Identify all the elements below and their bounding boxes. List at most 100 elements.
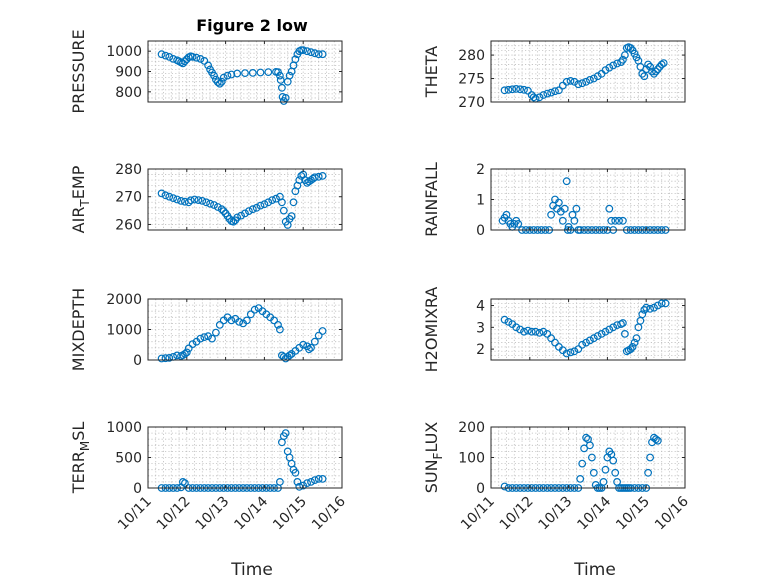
data-point <box>182 348 191 357</box>
data-point <box>626 345 635 354</box>
data-point <box>547 334 555 343</box>
data-point <box>299 340 308 349</box>
data-point <box>520 327 528 336</box>
data-point <box>508 85 517 94</box>
data-point <box>640 72 649 81</box>
y-tick-label: 1000 <box>106 44 142 60</box>
y-axis-label: AIRTEMP <box>69 165 92 233</box>
data-point <box>574 345 583 354</box>
data-point <box>299 46 308 54</box>
subplot-theta: 270 275 280 THETA <box>422 40 686 111</box>
data-point <box>500 482 509 491</box>
data-point <box>572 204 581 213</box>
data-point <box>582 338 590 347</box>
data-point <box>605 63 614 72</box>
data-point <box>628 343 637 351</box>
data-point <box>653 436 662 445</box>
data-point <box>223 71 232 80</box>
data-point <box>318 327 327 335</box>
data-point <box>157 189 166 198</box>
data-point <box>293 478 302 486</box>
data-point <box>653 65 662 74</box>
data-point <box>299 481 308 490</box>
data-point <box>566 76 575 85</box>
data-point <box>190 195 199 204</box>
data-point <box>233 69 242 78</box>
plot-area <box>148 41 342 102</box>
data-point <box>650 69 658 78</box>
data-point <box>244 207 253 216</box>
data-point <box>165 53 174 61</box>
data-point <box>514 219 523 228</box>
y-axis-label: MIXDEPTH <box>69 288 88 371</box>
data-point <box>661 299 670 308</box>
data-point <box>582 433 590 442</box>
data-point <box>619 216 627 225</box>
y-axis-label-rest: EMP <box>69 165 88 199</box>
data-point <box>248 68 257 77</box>
data-point <box>310 337 319 346</box>
data-point <box>516 85 524 94</box>
data-point <box>609 61 618 70</box>
x-tick-label: 10/13 <box>193 494 233 534</box>
y-tick-label: 1 <box>476 193 485 209</box>
plot-area <box>148 299 342 360</box>
data-point <box>188 53 197 61</box>
x-axis-label-right: Time <box>573 560 616 580</box>
data-point <box>173 351 182 360</box>
plot-area <box>148 427 342 488</box>
x-tick-label: 10/12 <box>154 494 194 534</box>
y-tick-label: 0 <box>476 223 485 239</box>
data-point <box>524 326 532 335</box>
data-point <box>184 344 193 353</box>
plot-area <box>491 169 685 230</box>
data-point <box>589 74 598 83</box>
y-axis-label-rest: LUX <box>422 422 441 453</box>
data-point <box>307 478 315 486</box>
data-point <box>562 349 571 358</box>
data-point <box>256 201 265 210</box>
data-point <box>276 71 284 80</box>
x-tick-label: 10/15 <box>270 494 310 534</box>
y-tick-label: 100 <box>458 451 485 467</box>
data-point <box>173 195 182 204</box>
data-point <box>535 328 544 337</box>
x-tick-label: 10/12 <box>497 494 537 534</box>
data-point <box>638 310 647 319</box>
data-point <box>318 50 327 59</box>
data-point <box>504 318 513 326</box>
data-point <box>605 325 614 334</box>
data-point <box>200 333 209 342</box>
data-point <box>621 330 629 338</box>
data-point <box>617 58 625 66</box>
data-point <box>558 216 567 225</box>
data-point <box>213 203 222 211</box>
data-point <box>241 209 249 218</box>
data-point <box>589 334 598 343</box>
data-point <box>638 69 647 78</box>
y-tick-label: 2 <box>476 342 485 358</box>
data-point <box>310 476 319 485</box>
data-point <box>527 327 536 336</box>
data-point <box>291 55 300 64</box>
data-point <box>529 93 538 102</box>
data-point <box>233 213 242 222</box>
data-point <box>305 345 313 354</box>
y-axis-label: THETA <box>422 46 441 98</box>
x-tick-label: 10/16 <box>309 493 349 533</box>
data-point <box>640 306 649 314</box>
data-point <box>650 303 658 312</box>
data-point <box>562 77 571 86</box>
y-tick-label: 200 <box>458 420 485 436</box>
data-point <box>297 171 306 180</box>
data-point <box>599 478 608 486</box>
data-point <box>210 201 218 209</box>
data-point <box>157 50 166 59</box>
data-point <box>295 176 304 185</box>
subplot-h2omixra: 2 3 4 H2OMIXRA <box>422 287 686 372</box>
y-tick-label: 900 <box>115 65 142 81</box>
y-tick-label: 0 <box>133 353 142 369</box>
data-point <box>601 465 610 474</box>
